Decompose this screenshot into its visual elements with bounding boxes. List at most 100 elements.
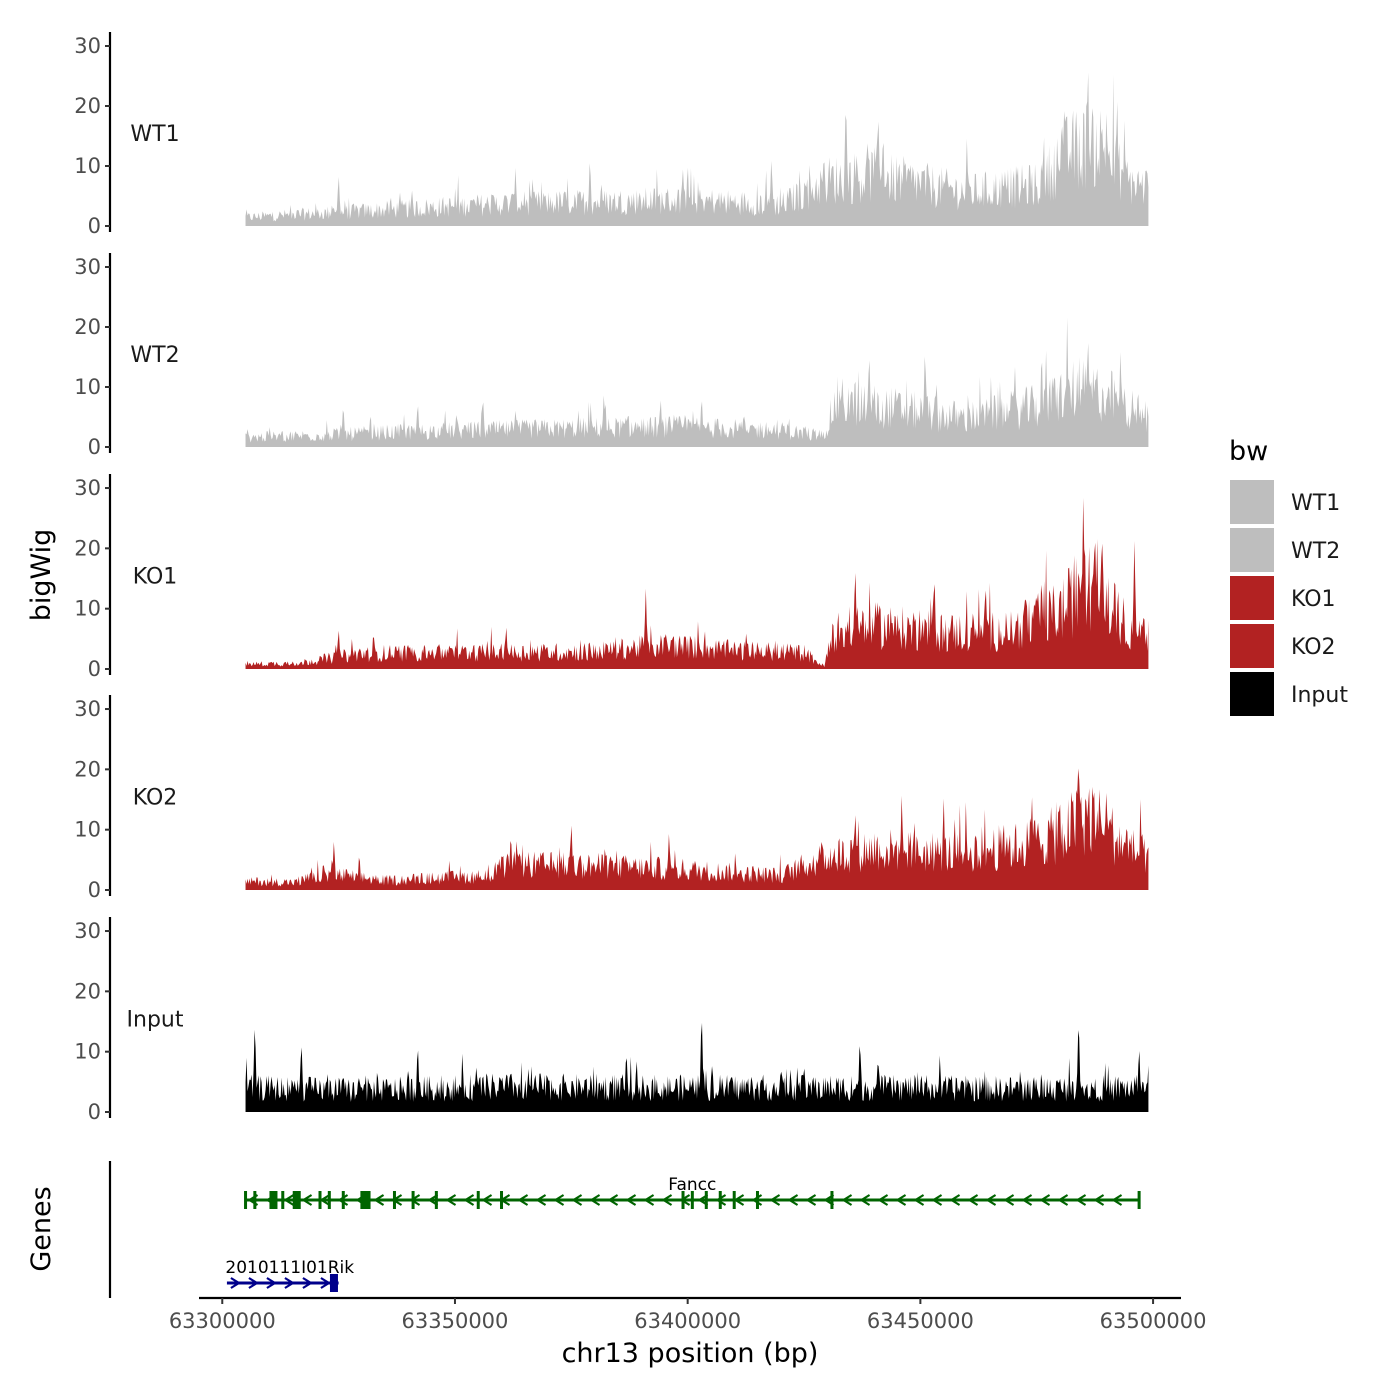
panel-input: 0 10 20 30 Input <box>74 917 1149 1124</box>
x-tick-label-63500000: 63500000 <box>1100 1309 1207 1333</box>
gene-strand-arrow <box>715 1194 727 1206</box>
gene-strand-arrow <box>1093 1194 1105 1206</box>
gene-exon <box>281 1191 285 1209</box>
gene-exon <box>327 1191 331 1209</box>
gene-exon <box>732 1191 736 1209</box>
gene-strand-arrow <box>337 1194 349 1206</box>
legend: bw WT1 WT2 KO1 KO2 Input <box>1229 436 1348 716</box>
gene-strand-arrow <box>949 1194 961 1206</box>
panel-ko2: 0 10 20 30 KO2 <box>74 695 1149 902</box>
gene-strand-arrow <box>1021 1194 1033 1206</box>
gene-exon <box>392 1191 396 1209</box>
signal-area-ko2 <box>245 768 1149 890</box>
gene-strand-arrow <box>859 1194 871 1206</box>
signal-area-wt1 <box>245 72 1149 226</box>
legend-swatch-wt1 <box>1230 480 1274 524</box>
panel-label-ko2: KO2 <box>133 786 178 811</box>
legend-title: bw <box>1229 436 1268 467</box>
gene-strand-arrow <box>589 1194 601 1206</box>
gene-exon <box>269 1191 278 1209</box>
y-tick-label-input-20: 20 <box>74 979 101 1003</box>
gene-strand-arrow <box>517 1194 529 1206</box>
gene-exon <box>434 1191 438 1209</box>
gene-exon <box>1137 1191 1141 1209</box>
gene-strand-arrow <box>625 1194 637 1206</box>
x-tick-label-63450000: 63450000 <box>867 1309 974 1333</box>
gene-strand-arrow <box>284 1277 295 1289</box>
gene-exon <box>476 1191 480 1209</box>
legend-swatch-ko1 <box>1230 576 1274 620</box>
gene-exon <box>329 1274 338 1292</box>
gene-strand-arrow <box>787 1194 799 1206</box>
gene-strand-arrow <box>1003 1194 1015 1206</box>
panel-label-wt2: WT2 <box>130 343 179 368</box>
y-tick-label-wt2-30: 30 <box>74 255 101 279</box>
gene-exon <box>690 1191 694 1209</box>
gene-strand-arrow <box>877 1194 889 1206</box>
legend-label-ko2: KO2 <box>1291 635 1336 660</box>
x-tick-label-63400000: 63400000 <box>634 1309 741 1333</box>
gene-strand-arrow <box>409 1194 421 1206</box>
gene-strand-arrow <box>913 1194 925 1206</box>
gene-label-fancc: Fancc <box>668 1175 716 1195</box>
gene-exon <box>681 1191 685 1209</box>
gene-strand-arrow <box>607 1194 619 1206</box>
gene-strand-arrow <box>769 1194 781 1206</box>
signal-panels: 0 10 20 30 WT1 0 10 20 30 WT2 0 10 20 30 KO1 0 10 20 30 KO2… <box>74 32 1149 1124</box>
y-tick-label-ko1-20: 20 <box>74 536 101 560</box>
x-tick-label-63350000: 63350000 <box>402 1309 509 1333</box>
y-tick-label-wt1-10: 10 <box>74 154 101 178</box>
gene-strand-arrow <box>571 1194 583 1206</box>
y-tick-label-ko2-0: 0 <box>88 878 101 902</box>
gene-strand-arrow <box>895 1194 907 1206</box>
gene-exon <box>360 1191 364 1209</box>
panel-label-wt1: WT1 <box>130 122 179 147</box>
legend-label-wt1: WT1 <box>1291 491 1340 516</box>
gene-fancc: Fancc <box>244 1175 1141 1209</box>
gene-strand-arrow <box>302 1277 313 1289</box>
y-tick-label-wt2-0: 0 <box>88 435 101 459</box>
gene-strand-arrow <box>266 1277 277 1289</box>
y-axis-title: bigWig <box>26 529 57 622</box>
gene-exon <box>704 1191 708 1209</box>
y-tick-label-wt1-0: 0 <box>88 214 101 238</box>
y-tick-label-ko1-0: 0 <box>88 657 101 681</box>
gene-strand-arrow <box>661 1194 673 1206</box>
gene-strand-arrow <box>301 1194 313 1206</box>
y-tick-label-ko2-20: 20 <box>74 757 101 781</box>
gene-exon <box>755 1191 759 1209</box>
genes-panel: Fancc 2010111I01Rik <box>108 1161 1141 1298</box>
x-axis-title: chr13 position (bp) <box>562 1338 819 1369</box>
gene-exon <box>292 1191 301 1209</box>
gene-strand-arrow <box>319 1194 331 1206</box>
y-tick-label-ko2-30: 30 <box>74 697 101 721</box>
gene-strand-arrow <box>553 1194 565 1206</box>
legend-swatch-input <box>1230 672 1274 716</box>
legend-label-ko1: KO1 <box>1291 587 1336 612</box>
gene-strand-arrow <box>1111 1194 1123 1206</box>
legend-label-input: Input <box>1291 683 1348 708</box>
signal-area-input <box>245 1022 1149 1112</box>
signal-area-ko1 <box>245 497 1149 669</box>
y-tick-label-input-10: 10 <box>74 1040 101 1064</box>
gene-strand-arrow <box>805 1194 817 1206</box>
panel-wt1: 0 10 20 30 WT1 <box>74 32 1149 238</box>
gene-exon <box>500 1191 504 1209</box>
y-tick-label-wt2-10: 10 <box>74 375 101 399</box>
gene-strand-arrow <box>535 1194 547 1206</box>
gene-exon <box>718 1191 722 1209</box>
gene-strand-arrow <box>463 1194 475 1206</box>
y-tick-label-ko1-30: 30 <box>74 476 101 500</box>
panel-label-ko1: KO1 <box>133 565 178 590</box>
y-tick-label-input-30: 30 <box>74 919 101 943</box>
legend-label-wt2: WT2 <box>1291 539 1340 564</box>
y-tick-label-ko1-10: 10 <box>74 597 101 621</box>
gene-exon <box>318 1191 322 1209</box>
gene-exon <box>362 1191 371 1209</box>
gene-label-2010111i01rik: 2010111I01Rik <box>225 1258 354 1278</box>
gene-strand-arrow <box>967 1194 979 1206</box>
y-tick-label-wt2-20: 20 <box>74 315 101 339</box>
gene-strand-arrow <box>985 1194 997 1206</box>
gene-strand-arrow <box>841 1194 853 1206</box>
